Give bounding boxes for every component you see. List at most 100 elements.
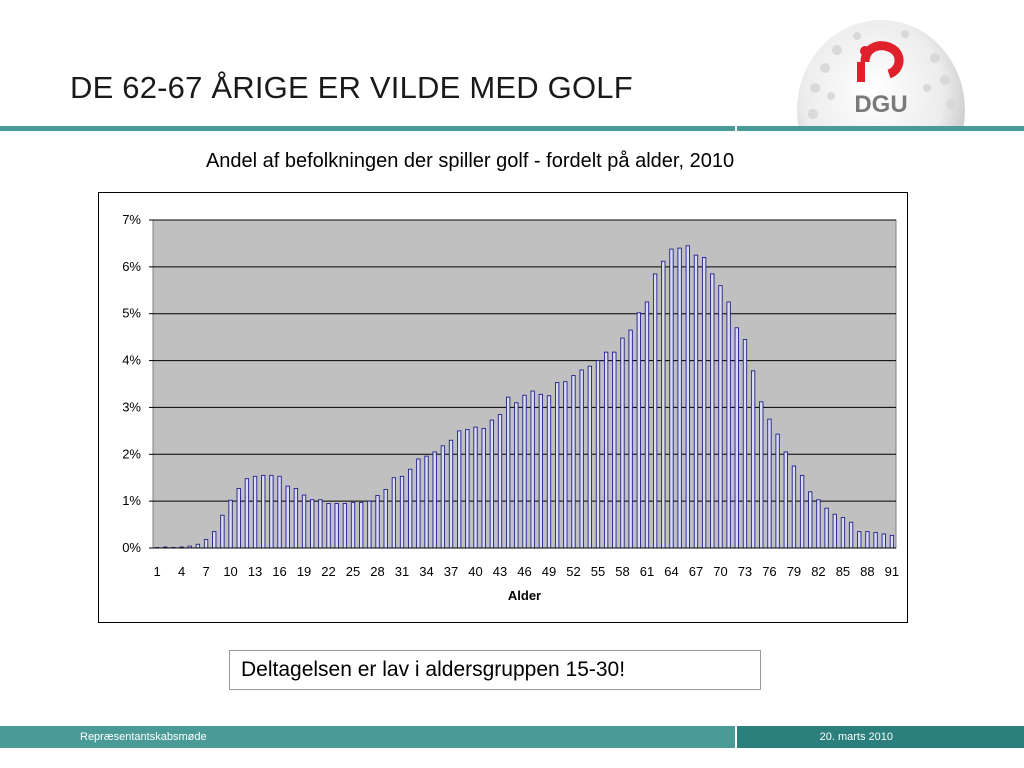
slide-title: DE 62-67 ÅRIGE ER VILDE MED GOLF — [70, 70, 633, 105]
note-box: Deltagelsen er lav i aldersgruppen 15-30… — [229, 650, 761, 690]
x-tick-label: 91 — [885, 564, 899, 579]
bar-age-56 — [603, 351, 609, 549]
bar-age-40 — [473, 426, 478, 549]
bar-age-12 — [244, 478, 250, 549]
bar-age-84 — [832, 513, 837, 549]
x-tick-label: 82 — [811, 564, 825, 579]
golf-age-chart: 0% 1% 2% 3% 4% 5% 6% 7% 1 4 7 10 13 16 19 22 25 28 31 34 37… — [122, 212, 899, 603]
bar-age-73 — [742, 339, 748, 549]
x-tick-label: 73 — [738, 564, 752, 579]
bar-age-63 — [661, 260, 666, 549]
x-tick-label: 88 — [860, 564, 874, 579]
x-tick-label: 34 — [419, 564, 433, 579]
x-tick-label: 70 — [713, 564, 727, 579]
x-tick-label: 16 — [272, 564, 286, 579]
logo-text: DGU — [854, 91, 907, 118]
golf-ball-icon: DGU — [797, 20, 965, 128]
bar-age-66 — [685, 245, 690, 549]
bar-age-87 — [857, 531, 862, 549]
bar-age-46 — [522, 394, 527, 549]
bar-age-52 — [571, 375, 576, 549]
x-tick-label: 13 — [248, 564, 262, 579]
bar-age-85 — [840, 517, 846, 549]
bar-age-17 — [285, 485, 290, 549]
x-tick-label: 28 — [370, 564, 384, 579]
bar-age-33 — [416, 458, 421, 549]
bar-age-79 — [791, 465, 797, 549]
bar-age-88 — [865, 531, 870, 549]
x-tick-label: 79 — [787, 564, 801, 579]
bar-age-13 — [252, 475, 258, 549]
bar-age-19 — [301, 494, 307, 549]
y-tick-label: 3% — [122, 399, 141, 414]
y-tick-label: 0% — [122, 540, 141, 555]
bar-age-34 — [424, 455, 429, 549]
bar-age-16 — [277, 475, 282, 549]
bar-age-60 — [636, 312, 641, 549]
bar-age-86 — [848, 521, 854, 549]
title-rule-left — [0, 126, 735, 131]
bar-age-61 — [644, 301, 650, 549]
bar-age-31 — [399, 475, 405, 549]
footer: Repræsentantskabsmøde 20. marts 2010 — [0, 726, 1024, 748]
x-tick-label: 40 — [468, 564, 482, 579]
bar-age-8 — [212, 531, 217, 549]
dgu-logo: DGU — [795, 18, 965, 128]
bar-age-42 — [489, 419, 495, 549]
bar-age-18 — [293, 488, 299, 549]
bar-age-68 — [701, 257, 707, 549]
bar-age-9 — [220, 514, 225, 549]
x-tick-label: 7 — [202, 564, 209, 579]
bar-age-59 — [628, 329, 633, 549]
bar-age-30 — [391, 477, 397, 549]
bar-age-6 — [195, 543, 201, 549]
bar-age-55 — [595, 360, 601, 549]
bar-age-41 — [481, 428, 486, 549]
footer-event: Repræsentantskabsmøde — [80, 731, 207, 743]
chart-title: Andel af befolkningen der spiller golf -… — [205, 150, 735, 172]
bar-age-50 — [554, 382, 560, 549]
bar-age-69 — [710, 273, 715, 549]
bar-age-49 — [546, 395, 552, 549]
x-tick-label: 67 — [689, 564, 703, 579]
title-rule — [0, 126, 1024, 131]
bar-age-70 — [718, 285, 723, 549]
bar-age-21 — [318, 499, 323, 549]
y-tick-label: 2% — [122, 446, 141, 461]
bar-age-74 — [750, 370, 756, 549]
bar-age-24 — [342, 503, 348, 549]
x-tick-label: 4 — [178, 564, 185, 579]
x-tick-label: 76 — [762, 564, 776, 579]
bar-age-82 — [816, 499, 821, 549]
chart-frame: 0% 1% 2% 3% 4% 5% 6% 7% 1 4 7 10 13 16 19 22 25 28 31 34 37… — [98, 192, 908, 623]
bar-age-80 — [799, 474, 805, 549]
bar-age-57 — [612, 351, 617, 549]
x-tick-label: 37 — [444, 564, 458, 579]
bar-age-43 — [497, 414, 503, 549]
footer-date: 20. marts 2010 — [819, 731, 893, 743]
x-axis-label: Alder — [508, 588, 541, 603]
bar-age-67 — [693, 254, 699, 549]
bar-age-65 — [677, 247, 682, 549]
bar-age-51 — [563, 381, 568, 549]
golf-ball-dimples — [808, 30, 956, 119]
footer-bar-right — [737, 726, 1024, 748]
bar-age-10 — [228, 499, 233, 549]
bar-age-7 — [203, 539, 209, 549]
bar-age-28 — [375, 495, 380, 549]
bar-age-83 — [824, 507, 829, 549]
bar-age-64 — [669, 248, 674, 549]
bar-age-35 — [432, 451, 437, 549]
x-tick-label: 10 — [223, 564, 237, 579]
bar-age-22 — [326, 503, 331, 549]
bar-age-91 — [889, 534, 895, 549]
bar-age-14 — [261, 474, 266, 549]
bar-age-90 — [881, 533, 886, 549]
bar-age-11 — [236, 488, 241, 549]
title-rule-right — [737, 126, 1024, 131]
dgu-emblem-icon — [857, 41, 904, 82]
x-tick-label: 85 — [836, 564, 850, 579]
bar-age-77 — [775, 433, 780, 549]
x-tick-label: 43 — [493, 564, 507, 579]
bar-age-89 — [873, 532, 878, 549]
